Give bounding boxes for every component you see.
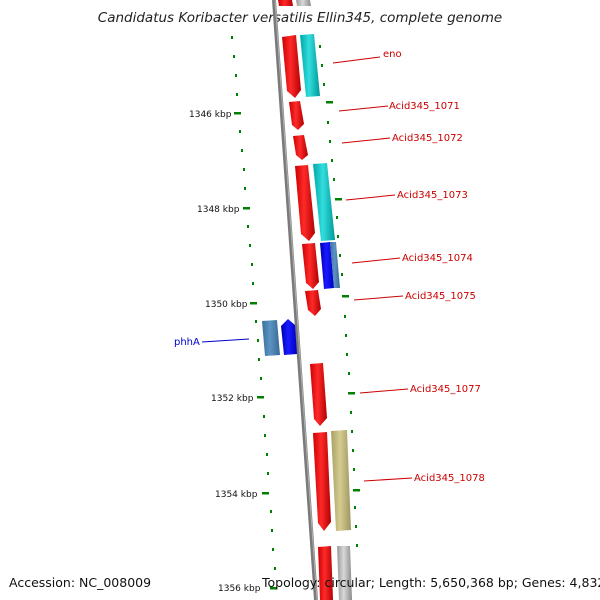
label-leaders [201,56,413,482]
topology-text: Topology: circular; Length: 5,650,368 bp… [262,575,600,590]
gene-label-acid345-1074: Acid345_1074 [402,253,473,264]
gene-acid345-1074-steel [330,242,340,288]
page-title: Candidatus Koribacter versatilis Ellin34… [97,10,503,26]
tick-label-1354: 1354 kbp [215,490,258,500]
scale-right-dots [319,45,358,547]
genome-backbone [272,0,318,600]
gene-label-acid345-1073: Acid345_1073 [397,190,468,201]
gene-acid345-1071-cds [289,101,304,130]
gene-acid345-1078-olive [331,430,351,531]
gene-eno-cds [282,35,301,98]
feature-top-red [278,0,293,6]
gene-label-acid345-1071: Acid345_1071 [389,101,460,112]
gene-label-acid345-1072: Acid345_1072 [392,133,463,144]
genome-backbone-highlight [274,0,318,600]
tick-label-1350: 1350 kbp [205,300,248,310]
gene-acid345-1075-cds [305,290,321,316]
tick-label-1346: 1346 kbp [189,110,232,120]
gene-phhA-blue [281,319,297,355]
gene-bottom-gray [337,546,352,600]
gene-acid345-1077-cds [310,363,327,426]
gene-phhA-steel [262,320,280,356]
gene-label-acid345-1075: Acid345_1075 [405,291,476,302]
scale-left-dots [231,36,276,570]
gene-label-phhA: phhA [174,337,200,348]
scale-right-major-ticks [326,101,360,492]
gene-label-acid345-1077: Acid345_1077 [410,384,481,395]
tick-label-1348: 1348 kbp [197,205,240,215]
gene-acid345-1074-blue [320,242,334,289]
gene-acid345-1073-cds [295,165,315,241]
scale-left-major-ticks [234,112,277,590]
gene-label-acid345-1078: Acid345_1078 [414,473,485,484]
accession-text: Accession: NC_008009 [9,575,152,590]
gene-label-eno: eno [383,49,402,60]
gene-acid345-1072-cds [293,135,308,160]
gene-acid345-1078-cds [313,432,331,531]
gene-acid345-1073-rna [313,163,335,241]
gene-bottom-cds [318,546,333,600]
feature-top-gray [296,0,311,6]
tick-label-1352: 1352 kbp [211,394,254,404]
tick-label-1356: 1356 kbp [218,584,261,594]
gene-eno-rna [300,34,320,97]
gene-acid345-1074-cds [302,243,319,289]
